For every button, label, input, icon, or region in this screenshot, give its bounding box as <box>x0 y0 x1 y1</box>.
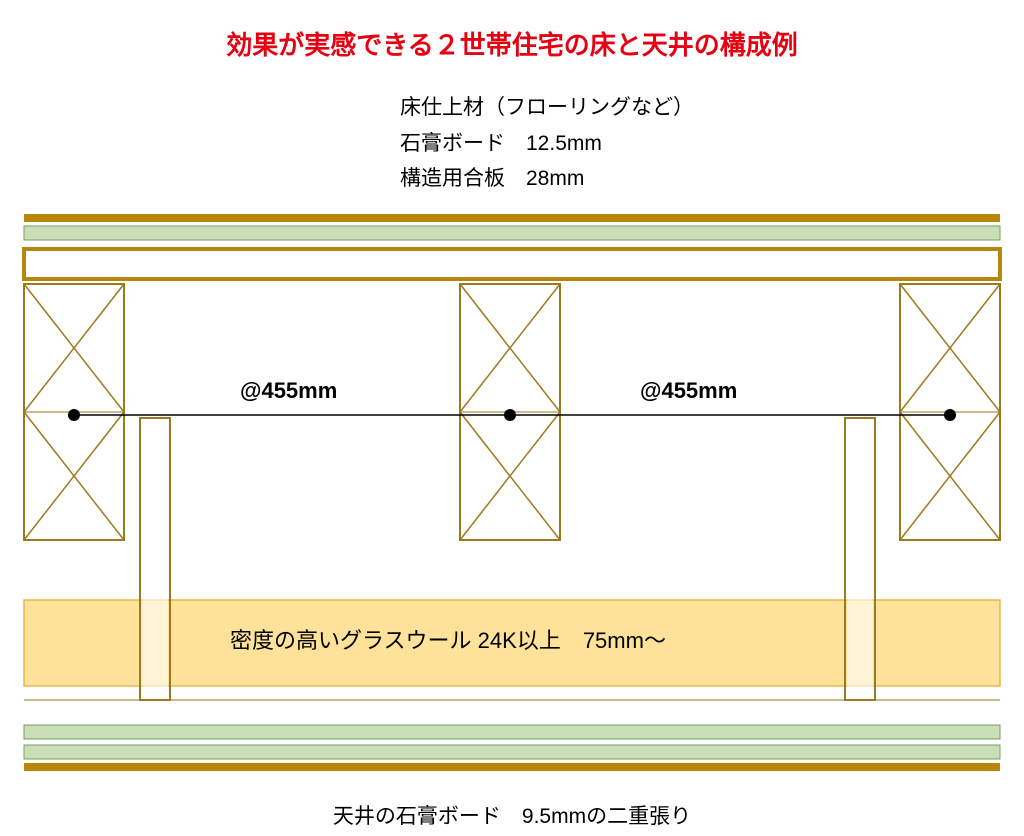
section-diagram: @455mm @455mm 密度の高いグラスウール 24K以上 75mm〜 <box>0 0 1024 836</box>
dimension-node-0 <box>68 409 80 421</box>
ceiling-gypsum-1 <box>24 725 1000 739</box>
floor-finish-layer <box>24 214 1000 222</box>
insulation-label: 密度の高いグラスウール 24K以上 75mm〜 <box>230 628 666 653</box>
spacing-label-right: @455mm <box>640 378 737 403</box>
floor-gypsum-layer <box>24 226 1000 240</box>
ceiling-gypsum-2 <box>24 745 1000 759</box>
floor-plywood-layer <box>24 249 1000 279</box>
dimension-node-1 <box>504 409 516 421</box>
spacing-label-left: @455mm <box>240 378 337 403</box>
ceiling-finish-layer <box>24 763 1000 771</box>
dimension-node-2 <box>944 409 956 421</box>
ceiling-caption: 天井の石膏ボード 9.5mmの二重張り <box>0 800 1024 830</box>
